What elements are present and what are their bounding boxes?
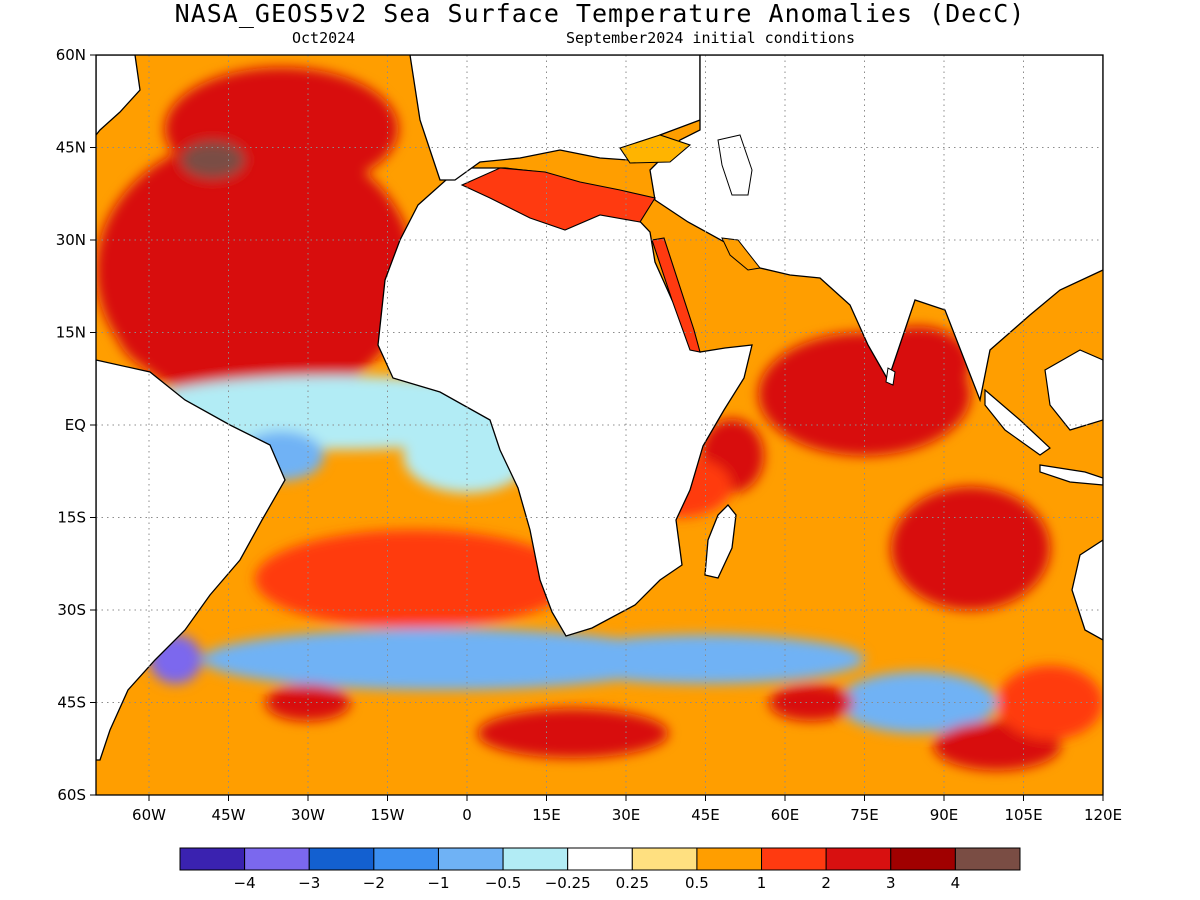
colorbar-swatch bbox=[244, 847, 310, 871]
lon-tick-label: 30W bbox=[291, 806, 325, 824]
lon-tick-label: 45W bbox=[212, 806, 246, 824]
colorbar: −4 −3 −2 −1 −0.5 −0.25 0.25 0.5 1 2 3 4 bbox=[179, 847, 1021, 892]
sumatra-landmass bbox=[984, 388, 1051, 456]
red-sea bbox=[651, 237, 701, 353]
lat-tick-label: 60N bbox=[56, 46, 86, 64]
anomaly-patch-southern-ocean-mixed bbox=[838, 671, 997, 734]
colorbar-swatch bbox=[373, 847, 439, 871]
lon-tick-label: 30E bbox=[612, 806, 641, 824]
colorbar-swatch bbox=[890, 847, 956, 871]
lat-tick-label: 30S bbox=[57, 601, 86, 619]
south-america-landmass bbox=[96, 359, 286, 761]
lat-tick-label: 15S bbox=[57, 509, 86, 527]
colorbar-swatch bbox=[825, 847, 892, 871]
grid-lines bbox=[96, 55, 1103, 795]
anomaly-patch-south-atlantic-warm bbox=[255, 529, 573, 629]
colorbar-swatch bbox=[567, 847, 633, 871]
black-sea bbox=[619, 134, 692, 164]
colorbar-swatch bbox=[179, 847, 246, 871]
colorbar-label: −3 bbox=[298, 874, 320, 892]
colorbar-label: 2 bbox=[821, 874, 831, 892]
mediterranean-sea bbox=[460, 167, 656, 231]
sri-lanka-landmass bbox=[885, 367, 896, 386]
caspian-sea bbox=[717, 134, 753, 196]
asia-landmass bbox=[649, 55, 1103, 403]
colorbar-label: −1 bbox=[427, 874, 449, 892]
anomaly-patch-north-atlantic-core bbox=[477, 708, 669, 758]
colorbar-label: 4 bbox=[951, 874, 961, 892]
lat-tick-label: 45S bbox=[57, 694, 86, 712]
colorbar-swatch bbox=[308, 847, 375, 871]
lon-tick-label: 15E bbox=[532, 806, 561, 824]
madagascar-landmass bbox=[704, 504, 737, 579]
lon-tick-label: 0 bbox=[462, 806, 472, 824]
colorbar-label: −2 bbox=[363, 874, 385, 892]
lon-tick-label: 120E bbox=[1084, 806, 1122, 824]
lon-tick-label: 60E bbox=[771, 806, 800, 824]
colorbar-label: −4 bbox=[234, 874, 256, 892]
colorbar-swatch bbox=[502, 847, 569, 871]
colorbar-label: 1 bbox=[757, 874, 767, 892]
lat-tick-label: 30N bbox=[56, 231, 86, 249]
colorbar-swatch bbox=[954, 847, 1021, 871]
lat-tick-label: 45N bbox=[56, 139, 86, 157]
lat-tick-label: 60S bbox=[57, 786, 86, 804]
axis-ticks: 60N 45N 30N 15N EQ 15S 30S 45S 60S 60W 45W 30W 15W 0 1… bbox=[56, 46, 1122, 824]
anomaly-patch-north-atlantic-core bbox=[111, 252, 240, 376]
lon-tick-label: 105E bbox=[1004, 806, 1042, 824]
initial-conditions: September2024 initial conditions bbox=[566, 29, 855, 47]
lat-tick-label: EQ bbox=[65, 416, 86, 434]
colorbar-label: −0.5 bbox=[485, 874, 521, 892]
colorbar-swatch bbox=[761, 847, 827, 871]
borneo-landmass bbox=[1044, 349, 1103, 431]
lat-tick-label: 15N bbox=[56, 324, 86, 342]
colorbar-label: 0.25 bbox=[616, 874, 649, 892]
colorbar-swatch bbox=[696, 847, 763, 871]
lon-tick-label: 15W bbox=[371, 806, 405, 824]
colorbar-label: 3 bbox=[886, 874, 896, 892]
anomaly-patch-gulf-stream-peak bbox=[180, 141, 245, 179]
map-title: NASA_GEOS5v2 Sea Surface Temperature Ano… bbox=[174, 0, 1026, 28]
lon-tick-label: 45E bbox=[691, 806, 720, 824]
lon-tick-label: 60W bbox=[132, 806, 166, 824]
anomaly-patch-north-atlantic-core bbox=[265, 684, 351, 721]
colorbar-swatch bbox=[631, 847, 698, 871]
forecast-month: Oct2024 bbox=[292, 29, 356, 47]
north-america-landmass bbox=[96, 55, 141, 137]
australia-landmass bbox=[1071, 539, 1103, 641]
lon-tick-label: 75E bbox=[850, 806, 879, 824]
land-masses bbox=[96, 55, 1103, 761]
lon-tick-label: 90E bbox=[930, 806, 959, 824]
colorbar-label: 0.5 bbox=[685, 874, 709, 892]
anomaly-patch-bay-of-bengal bbox=[891, 486, 1050, 610]
anomaly-patch-southern-ocean-mixed bbox=[202, 628, 679, 691]
java-landmass bbox=[1039, 464, 1103, 486]
colorbar-swatch bbox=[437, 847, 504, 871]
colorbar-label: −0.25 bbox=[545, 874, 591, 892]
